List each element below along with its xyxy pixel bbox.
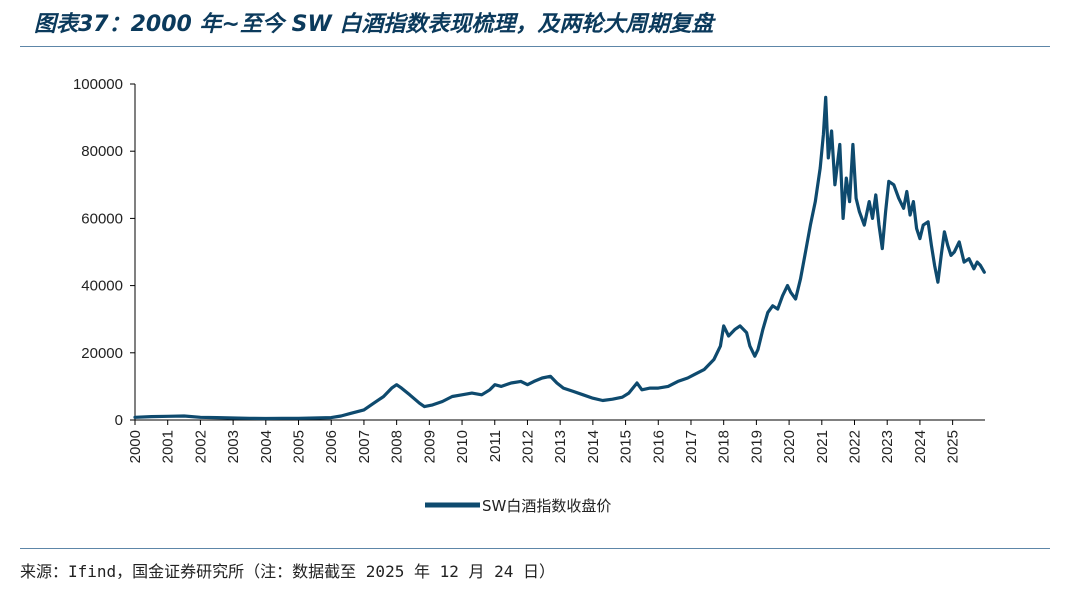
legend-label: SW白酒指数收盘价	[482, 497, 611, 515]
x-tick-label: 2001	[160, 430, 177, 463]
x-tick-label: 2025	[945, 430, 962, 463]
x-tick-label: 2024	[912, 430, 929, 463]
x-tick-label: 2023	[879, 430, 896, 463]
chart-series	[133, 95, 986, 421]
x-tick-label: 2021	[814, 430, 831, 463]
x-tick-label: 2007	[356, 430, 373, 463]
source-note: 来源：Ifind，国金证券研究所（注：数据截至 2025 年 12 月 24 日…	[20, 562, 556, 581]
x-tick-label: 2015	[618, 430, 635, 463]
x-tick-label: 2005	[291, 430, 308, 463]
figure-title: 图表37：2000 年~至今 SW 白酒指数表现梳理，及两轮大周期复盘	[34, 12, 714, 37]
x-tick-label: 2017	[683, 430, 700, 463]
x-tick-label: 2002	[192, 430, 209, 463]
chart-legend: SW白酒指数收盘价	[425, 497, 611, 515]
y-tick-label: 80000	[81, 143, 123, 160]
x-tick-label: 2018	[716, 430, 733, 463]
y-tick-label: 20000	[81, 345, 123, 362]
series-line-sw-baijiu	[133, 95, 986, 421]
bottom-divider	[20, 548, 1050, 549]
y-tick-label: 60000	[81, 210, 123, 227]
x-tick-label: 2020	[781, 430, 798, 463]
chart-axes: 0 20000 40000 60000 80000 100000 2000 2001 2002 2…	[73, 76, 985, 463]
x-tick-label: 2019	[748, 430, 765, 463]
x-tick-label: 2003	[225, 430, 242, 463]
x-tick-label: 2010	[454, 430, 471, 463]
y-tick-label: 0	[115, 412, 123, 429]
x-tick-label: 2013	[552, 430, 569, 463]
x-tick-label: 2022	[847, 430, 864, 463]
x-tick-label: 2016	[650, 430, 667, 463]
x-tick-label: 2012	[519, 430, 536, 463]
y-tick-label: 100000	[73, 76, 123, 93]
x-tick-label: 2000	[127, 430, 144, 463]
top-divider	[20, 46, 1050, 47]
y-tick-label: 40000	[81, 278, 123, 295]
x-tick-label: 2006	[323, 430, 340, 463]
x-tick-label: 2009	[421, 430, 438, 463]
x-tick-label: 2008	[389, 430, 406, 463]
x-tick-label: 2014	[585, 430, 602, 463]
x-tick-label: 2004	[258, 430, 275, 463]
x-tick-label: 2011	[487, 430, 504, 462]
